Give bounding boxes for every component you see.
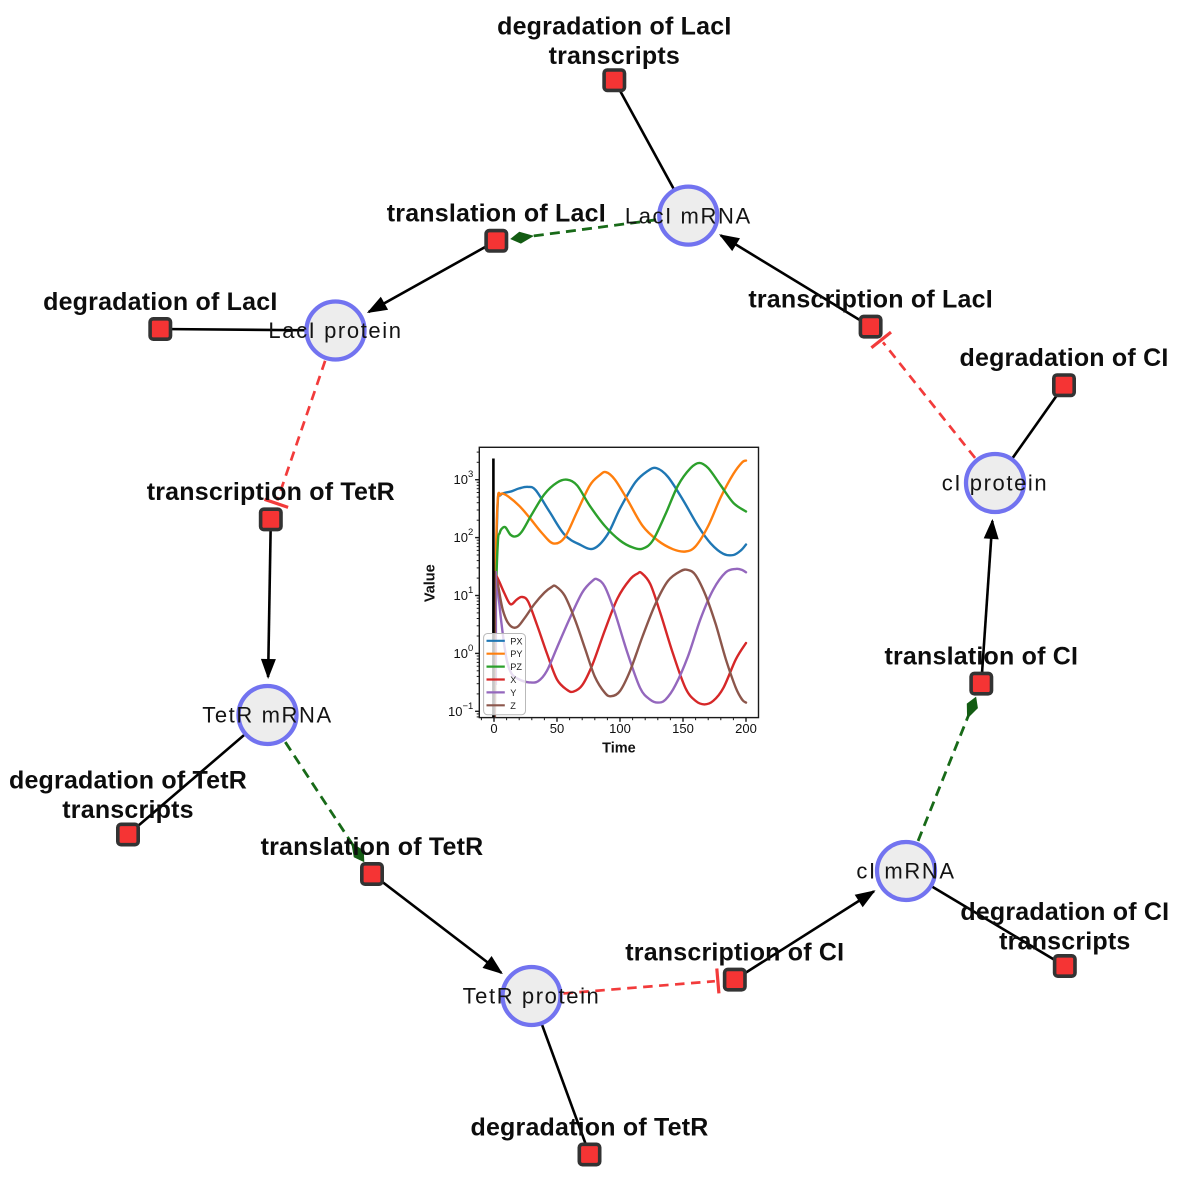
svg-text:101: 101 bbox=[454, 585, 474, 603]
svg-text:degradation of TetR: degradation of TetR bbox=[9, 767, 247, 795]
svg-text:50: 50 bbox=[550, 721, 564, 736]
svg-text:degradation of LacI: degradation of LacI bbox=[497, 12, 731, 40]
svg-text:cI mRNA: cI mRNA bbox=[856, 859, 955, 884]
svg-text:translation of LacI: translation of LacI bbox=[387, 200, 606, 228]
svg-text:200: 200 bbox=[735, 721, 757, 736]
svg-text:transcription of LacI: transcription of LacI bbox=[748, 285, 993, 313]
svg-text:LacI protein: LacI protein bbox=[268, 318, 402, 343]
svg-text:degradation of CI: degradation of CI bbox=[960, 898, 1169, 926]
svg-text:Y: Y bbox=[510, 688, 516, 698]
svg-text:degradation of LacI: degradation of LacI bbox=[43, 288, 277, 316]
svg-text:TetR mRNA: TetR mRNA bbox=[202, 703, 333, 728]
svg-text:X: X bbox=[510, 675, 516, 685]
svg-text:PY: PY bbox=[510, 649, 522, 659]
svg-text:103: 103 bbox=[454, 469, 474, 487]
svg-text:Value: Value bbox=[423, 564, 439, 602]
svg-text:Z: Z bbox=[510, 701, 516, 711]
svg-text:LacI mRNA: LacI mRNA bbox=[625, 203, 752, 228]
svg-text:cI protein: cI protein bbox=[942, 471, 1049, 496]
svg-text:transcription of TetR: transcription of TetR bbox=[147, 478, 395, 506]
svg-text:PX: PX bbox=[510, 636, 522, 646]
svg-text:PZ: PZ bbox=[510, 662, 522, 672]
svg-text:transcription of CI: transcription of CI bbox=[625, 938, 844, 966]
svg-text:transcripts: transcripts bbox=[549, 42, 680, 70]
svg-text:100: 100 bbox=[609, 721, 631, 736]
svg-text:transcripts: transcripts bbox=[999, 928, 1130, 956]
svg-text:transcripts: transcripts bbox=[62, 796, 193, 824]
svg-text:0: 0 bbox=[490, 721, 497, 736]
svg-text:Time: Time bbox=[602, 741, 636, 757]
svg-text:degradation of CI: degradation of CI bbox=[960, 344, 1169, 372]
svg-text:TetR protein: TetR protein bbox=[463, 984, 601, 1009]
svg-text:10−1: 10−1 bbox=[448, 701, 473, 719]
svg-text:degradation of TetR: degradation of TetR bbox=[470, 1113, 708, 1141]
svg-text:translation of TetR: translation of TetR bbox=[261, 833, 484, 861]
svg-text:translation of CI: translation of CI bbox=[884, 642, 1078, 670]
svg-text:102: 102 bbox=[454, 527, 474, 545]
svg-text:150: 150 bbox=[672, 721, 694, 736]
svg-text:100: 100 bbox=[454, 643, 474, 661]
